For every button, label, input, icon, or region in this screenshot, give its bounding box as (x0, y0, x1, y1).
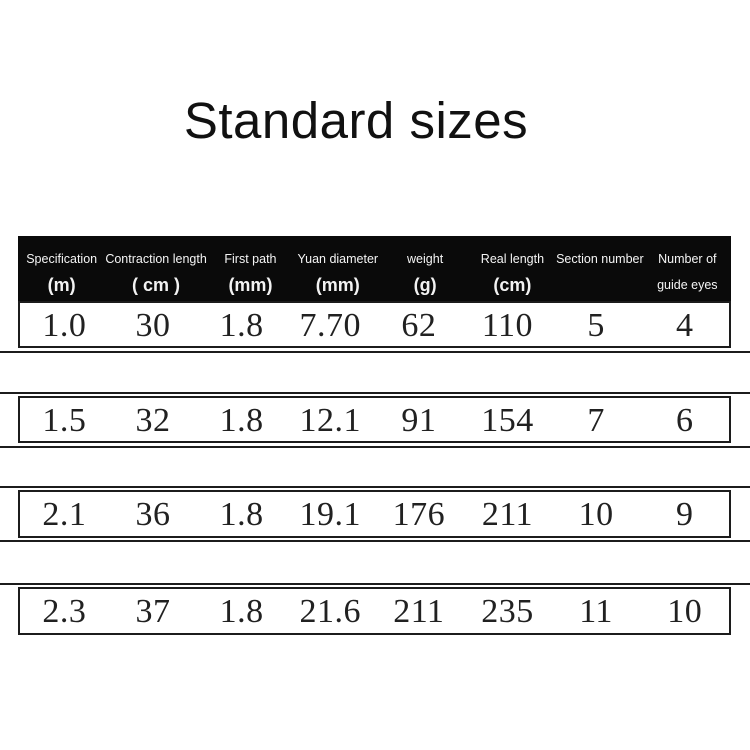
column-header-unit: (g) (413, 275, 437, 295)
column-header-label: weight (407, 252, 444, 266)
table-cell: 7 (587, 401, 605, 439)
table-row: 1.5 32 1.8 12.1 91 154 7 6 (18, 396, 731, 443)
table-cell: 62 (401, 306, 437, 344)
column-header-label: Section number (556, 252, 644, 266)
column-header-label-line2: guide eyes (657, 278, 718, 292)
table-cell: 5 (587, 306, 605, 344)
table-cell: 37 (135, 593, 171, 630)
table-cell: 9 (675, 496, 694, 533)
table-cell: 6 (675, 401, 694, 439)
table-cell: 154 (481, 401, 534, 439)
table-cell: 235 (481, 593, 534, 630)
table-row: 2.3 37 1.8 21.6 211 235 11 10 (18, 587, 731, 635)
table-cell: 32 (135, 401, 171, 439)
table-cell: 91 (401, 401, 437, 439)
table-cell: 7.70 (299, 306, 361, 344)
table-header-row: Specification (m) Contraction length ( cm )… (18, 236, 731, 301)
table-spacer-band (0, 446, 750, 488)
table-cell: 19.1 (299, 496, 361, 533)
table-cell: 12.1 (299, 401, 361, 439)
table-cell: 110 (481, 306, 534, 344)
table-cell: 4 (675, 306, 694, 344)
table-spacer-band (0, 540, 750, 585)
column-header-label: First path (224, 252, 277, 266)
column-header-label: Real length (480, 252, 545, 266)
table-cell: 10 (578, 496, 614, 533)
table-cell: 1.8 (219, 401, 264, 439)
column-header-label: Contraction length (105, 252, 207, 266)
column-header: Section number (556, 236, 644, 301)
table-spacer-band (0, 351, 750, 394)
table-cell: 1.0 (42, 306, 87, 344)
table-cell: 21.6 (299, 593, 361, 630)
table-cell: 2.3 (42, 593, 87, 630)
column-header-unit: ( cm ) (132, 275, 181, 295)
table-cell: 176 (392, 496, 446, 533)
column-header-unit: (mm) (228, 275, 273, 295)
table-cell: 1.5 (42, 401, 87, 439)
column-header: Yuan diameter (mm) (294, 236, 381, 301)
column-header: Specification (m) (18, 236, 105, 301)
table-cell: 10 (667, 593, 703, 630)
table-cell: 211 (393, 593, 445, 630)
column-header-unit: (mm) (315, 275, 360, 295)
table-cell: 1.8 (219, 306, 264, 344)
column-header-unit: (m) (47, 275, 76, 295)
column-header: Contraction length ( cm ) (105, 236, 206, 301)
column-header-label: Specification (26, 252, 98, 266)
column-header-unit: (cm) (493, 275, 532, 295)
table-cell: 30 (135, 306, 171, 344)
table-cell: 36 (135, 496, 171, 533)
page-title: Standard sizes (183, 92, 529, 149)
column-header: First path (mm) (207, 236, 294, 301)
table-row: 2.1 36 1.8 19.1 176 211 10 9 (18, 490, 731, 538)
column-header-label: Number of (658, 252, 717, 266)
table-cell: 1.8 (219, 593, 264, 630)
table-cell: 211 (481, 496, 534, 533)
column-header: Real length (cm) (469, 236, 556, 301)
table-cell: 2.1 (42, 496, 87, 533)
table-row: 1.0 30 1.8 7.70 62 110 5 4 (18, 301, 731, 348)
column-header: Number of guide eyes (644, 236, 731, 301)
column-header: weight (g) (381, 236, 468, 301)
column-header-label: Yuan diameter (297, 252, 379, 266)
table-cell: 11 (579, 593, 613, 630)
table-cell: 1.8 (219, 496, 264, 533)
